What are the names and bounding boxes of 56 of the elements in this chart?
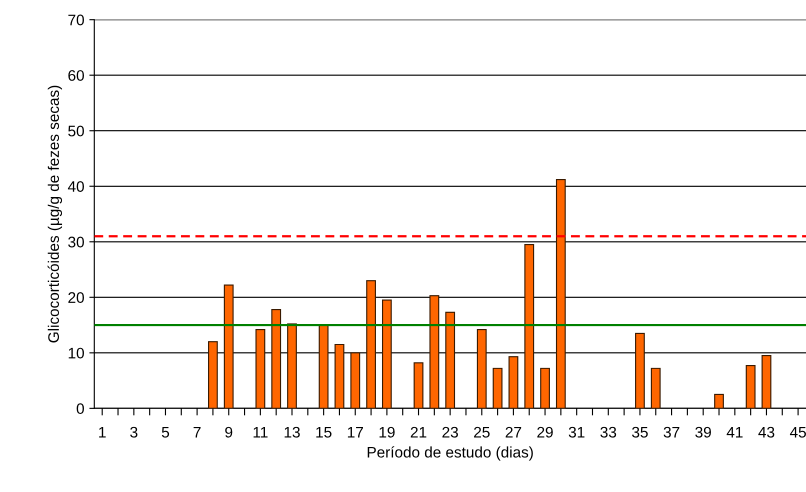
- bar: [762, 355, 772, 408]
- x-tick-label: 11: [254, 426, 268, 438]
- x-tick-label: 45: [790, 426, 806, 438]
- bar: [224, 284, 234, 408]
- bar: [476, 328, 487, 408]
- bar: [556, 179, 566, 408]
- x-tick-label: 5: [162, 426, 170, 438]
- bar: [350, 352, 360, 408]
- bar: [414, 362, 424, 408]
- x-tick-label: 3: [130, 426, 138, 438]
- bar: [382, 300, 392, 408]
- x-tick-label: 39: [695, 426, 711, 438]
- bar: [540, 368, 550, 408]
- y-tick-label: 50: [68, 126, 84, 136]
- bar: [714, 394, 724, 408]
- x-tick-label: 23: [442, 426, 458, 438]
- bar: [255, 328, 266, 408]
- bar: [208, 341, 218, 408]
- x-tick-label: 21: [410, 426, 426, 438]
- y-tick-label: 10: [68, 348, 84, 359]
- x-tick-label: 19: [380, 426, 395, 438]
- x-tick-label: 43: [758, 426, 774, 438]
- x-tick-label: 7: [194, 426, 201, 438]
- x-tick-label: 13: [284, 426, 300, 438]
- x-tick-label: 27: [506, 426, 522, 438]
- bar: [271, 308, 282, 408]
- bar: [635, 332, 645, 408]
- x-tick-label: 25: [474, 426, 490, 438]
- bar: [650, 368, 661, 408]
- x-axis-title: Período de estudo (dias): [368, 446, 533, 461]
- bar: [366, 280, 376, 408]
- bar: [508, 356, 518, 408]
- y-tick-label: 70: [68, 14, 84, 26]
- y-tick-label: 40: [68, 181, 84, 192]
- bar: [492, 368, 502, 408]
- x-tick-label: 35: [632, 426, 648, 438]
- x-tick-label: 31: [568, 426, 584, 438]
- x-tick-label: 29: [537, 426, 553, 438]
- x-tick-label: 33: [600, 426, 616, 438]
- y-tick-label: 60: [68, 70, 84, 81]
- y-tick-label: 30: [68, 236, 84, 248]
- bar: [524, 244, 534, 408]
- y-tick-label: 0: [76, 403, 84, 414]
- x-tick-label: 41: [726, 426, 743, 438]
- y-tick-label: 20: [68, 292, 84, 303]
- bar: [287, 323, 297, 408]
- y-axis-title: Glicocorticóides (µg/g de fezes secas): [48, 86, 62, 342]
- x-tick-label: 17: [348, 426, 363, 438]
- bar: [746, 365, 756, 408]
- x-tick-label: 9: [225, 426, 232, 438]
- x-tick-label: 15: [316, 426, 332, 438]
- bar: [429, 295, 440, 408]
- x-tick-label: 37: [664, 426, 680, 438]
- x-tick-label: 1: [99, 426, 106, 438]
- bar: [334, 344, 344, 408]
- bar: [445, 312, 456, 408]
